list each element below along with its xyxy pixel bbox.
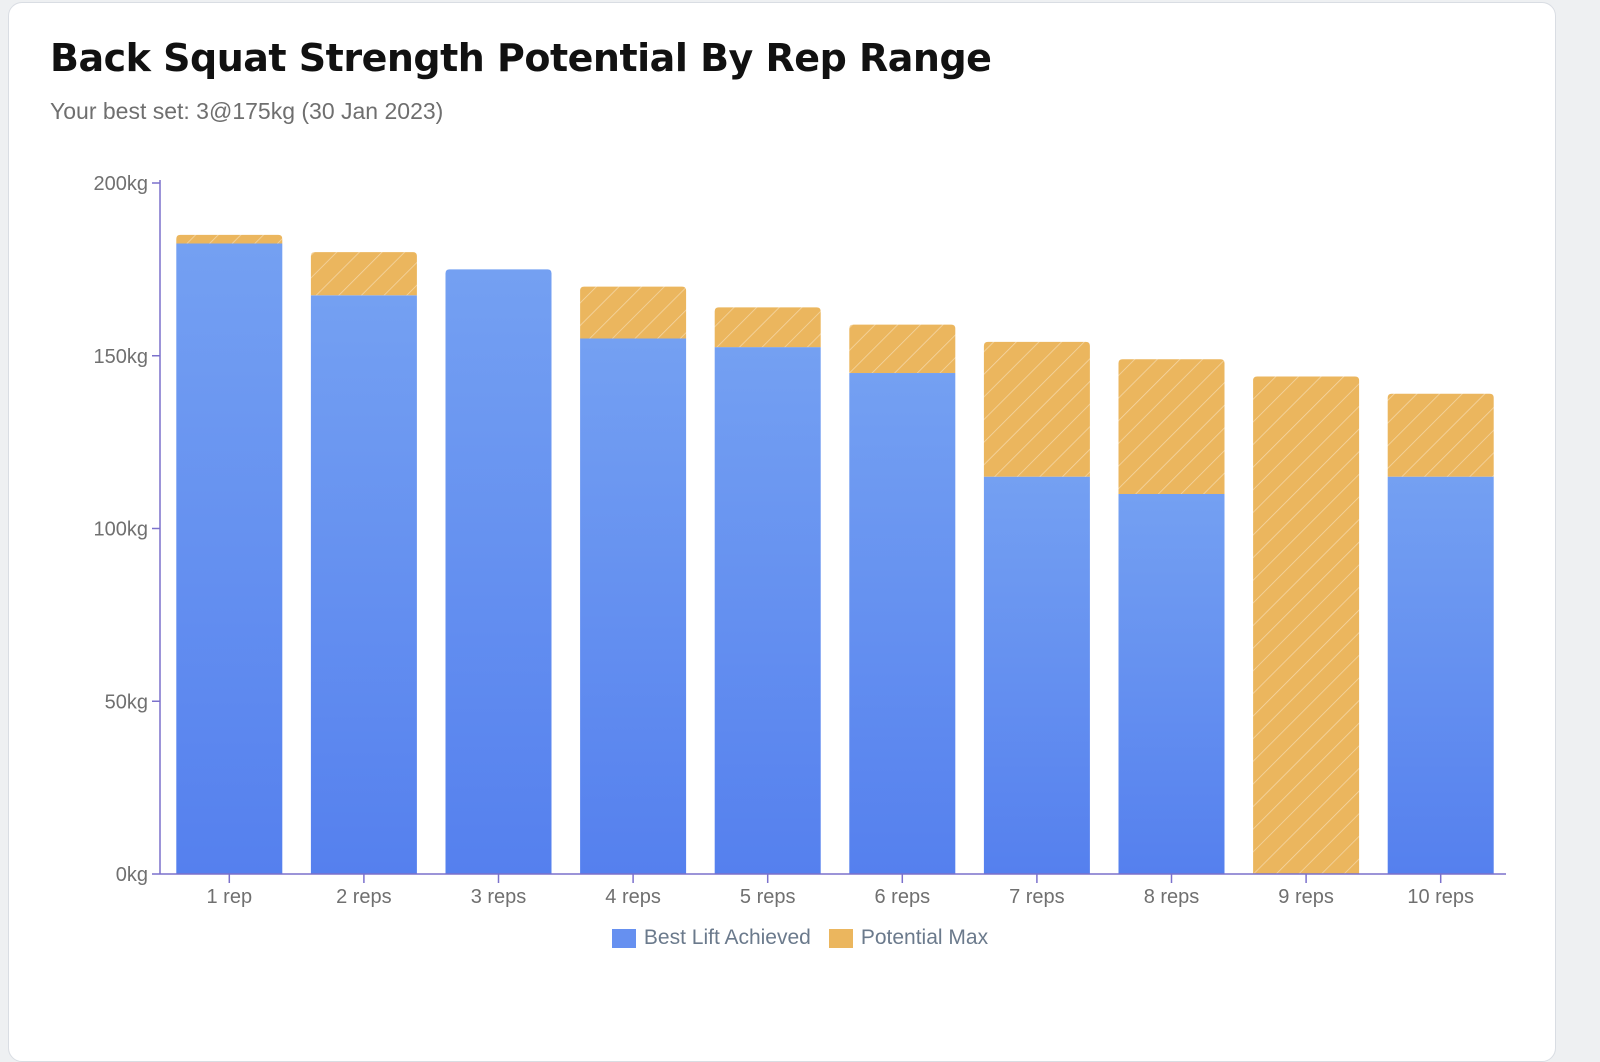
chart-title: Back Squat Strength Potential By Rep Ran… bbox=[50, 36, 992, 80]
y-tick-label-1: 50kg bbox=[105, 691, 148, 713]
legend-item-potential-max[interactable]: Potential Max bbox=[828, 926, 989, 950]
legend: Best Lift Achieved Potential Max bbox=[0, 926, 1600, 950]
bar-best-7-reps bbox=[983, 476, 1090, 874]
bar-potential-8-reps bbox=[1118, 359, 1225, 494]
bars-group bbox=[176, 234, 1494, 875]
bar-potential-6-reps bbox=[849, 324, 956, 374]
y-tick-label-2: 100kg bbox=[94, 519, 149, 541]
x-tick-label-10-reps: 10 reps bbox=[1407, 886, 1474, 908]
x-tick-label-1-rep: 1 rep bbox=[207, 886, 253, 908]
bar-potential-7-reps bbox=[983, 341, 1090, 477]
bar-best-4-reps bbox=[580, 338, 687, 875]
bar-potential-10-reps bbox=[1387, 393, 1494, 477]
bar-potential-5-reps bbox=[714, 307, 821, 348]
legend-label-best-lift: Best Lift Achieved bbox=[643, 926, 811, 949]
y-tick-label-3: 150kg bbox=[94, 346, 149, 368]
bar-potential-1-rep bbox=[176, 234, 283, 244]
bar-best-6-reps bbox=[849, 373, 956, 874]
bar-best-3-reps bbox=[445, 269, 552, 874]
x-tick-label-7-reps: 7 reps bbox=[1009, 886, 1065, 908]
legend-swatch-potential-max bbox=[828, 928, 853, 948]
legend-swatch-best-lift bbox=[611, 928, 636, 948]
x-tick-label-6-reps: 6 reps bbox=[875, 886, 931, 908]
legend-label-potential-max: Potential Max bbox=[860, 926, 989, 949]
x-tick-label-5-reps: 5 reps bbox=[740, 886, 796, 908]
bar-potential-4-reps bbox=[580, 286, 687, 339]
bar-best-2-reps bbox=[310, 295, 417, 875]
bar-best-1-rep bbox=[176, 243, 283, 874]
chart-subtitle: Your best set: 3@175kg (30 Jan 2023) bbox=[50, 98, 444, 124]
x-tick-label-3-reps: 3 reps bbox=[471, 886, 527, 908]
y-tick-label-0: 0kg bbox=[116, 864, 148, 886]
legend-item-best-lift[interactable]: Best Lift Achieved bbox=[611, 926, 811, 950]
x-tick-label-4-reps: 4 reps bbox=[605, 886, 661, 908]
bar-best-10-reps bbox=[1387, 476, 1494, 874]
bar-best-5-reps bbox=[714, 347, 821, 874]
bar-potential-2-reps bbox=[310, 252, 417, 296]
x-tick-label-8-reps: 8 reps bbox=[1144, 886, 1200, 908]
bar-best-8-reps bbox=[1118, 493, 1225, 874]
axes-group: 1 rep 2 reps 3 reps 4 reps 5 reps 6 reps 7 rep… bbox=[94, 173, 1506, 908]
bar-potential-9-reps bbox=[1253, 376, 1360, 874]
x-tick-label-9-reps: 9 reps bbox=[1278, 886, 1334, 908]
x-tick-label-2-reps: 2 reps bbox=[336, 886, 392, 908]
y-tick-label-4: 200kg bbox=[94, 173, 149, 195]
